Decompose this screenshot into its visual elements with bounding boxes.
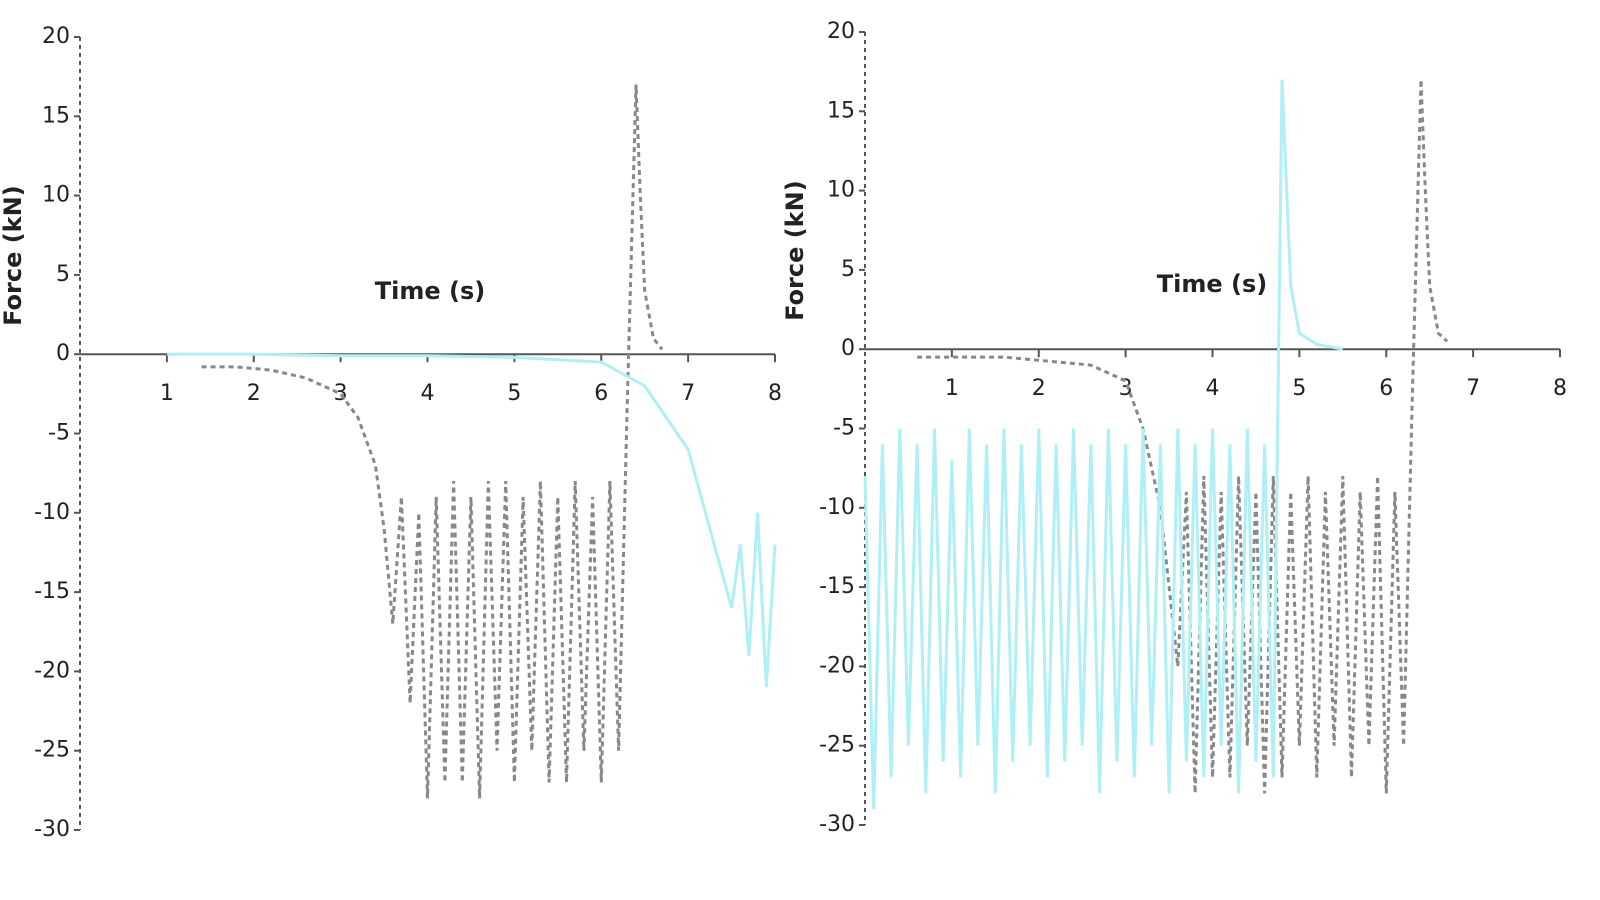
x-tick-label: 6 [594,381,608,406]
y-axis-title: Force (kN) [0,185,27,326]
y-tick-label: 15 [827,98,855,123]
y-tick-label: -5 [833,416,855,441]
y-tick-label: -30 [819,812,855,837]
y-tick-label: 5 [841,257,855,282]
y-tick-label: 5 [56,262,70,287]
y-tick-label: -10 [34,500,70,525]
y-tick-label: 0 [841,336,855,361]
x-tick-label: 3 [1119,376,1133,401]
x-axis-title: Time (s) [1157,270,1267,298]
x-tick-label: 5 [1292,376,1306,401]
y-tick-label: 10 [827,178,855,203]
x-tick-label: 5 [507,381,521,406]
y-tick-label: 20 [827,19,855,44]
y-tick-label: -15 [819,574,855,599]
y-tick-label: -10 [819,495,855,520]
x-tick-label: 2 [247,381,261,406]
x-tick-label: 8 [1553,376,1567,401]
y-tick-label: 10 [42,183,70,208]
y-axis-title: Force (kN) [781,180,809,321]
y-tick-label: -25 [819,733,855,758]
x-tick-label: 1 [945,376,959,401]
x-tick-label: 1 [160,381,174,406]
x-tick-label: 8 [768,381,782,406]
y-tick-label: -30 [34,817,70,842]
x-tick-label: 6 [1379,376,1393,401]
data-line [166,352,777,688]
data-line [201,84,664,799]
y-tick-label: -20 [34,658,70,683]
x-tick-label: 7 [1466,376,1480,401]
x-axis-title: Time (s) [375,277,485,305]
data-line [863,79,1344,810]
y-tick-label: 15 [42,103,70,128]
x-tick-label: 4 [421,381,435,406]
y-tick-label: -25 [34,738,70,763]
y-tick-label: -5 [48,421,70,446]
y-tick-label: -20 [819,653,855,678]
y-tick-label: 20 [42,24,70,49]
x-tick-label: 4 [1206,376,1220,401]
x-tick-label: 2 [1032,376,1046,401]
x-tick-label: 7 [681,381,695,406]
y-tick-label: -15 [34,579,70,604]
data-line [917,79,1449,794]
y-tick-label: 0 [56,341,70,366]
x-tick-label: 3 [334,381,348,406]
